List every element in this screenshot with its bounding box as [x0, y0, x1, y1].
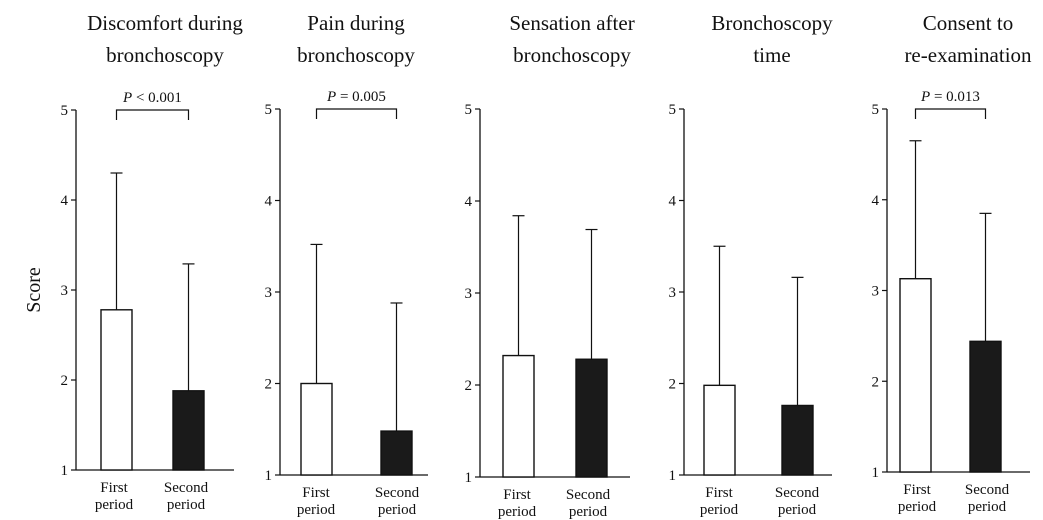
- panel-4-y-tick-label: 1: [669, 468, 677, 484]
- panel-4-category-label: First: [705, 485, 733, 501]
- panel-1-y-tick-label: 3: [61, 283, 69, 299]
- panel-1-bar-first-period: [100, 309, 133, 471]
- panel-4-bar-first-period: [703, 384, 736, 476]
- panel-2-title-line: bronchoscopy: [297, 43, 415, 67]
- panel-3-y-tick-label: 4: [465, 194, 473, 210]
- panel-1-category-label: period: [95, 497, 134, 513]
- panel-4-category-label: period: [700, 502, 739, 518]
- panel-5-category-label: First: [903, 482, 931, 498]
- panel-4-bar-second-period: [781, 404, 814, 476]
- panel-5-category-label: period: [968, 499, 1007, 515]
- panel-2-p-value: P = 0.005: [326, 89, 386, 105]
- panel-3-y-tick-label: 1: [465, 470, 473, 486]
- panel-2-category-label: period: [297, 502, 336, 518]
- panel-4-category-label: Second: [775, 485, 820, 501]
- panel-3-y-tick-label: 2: [465, 378, 473, 394]
- panel-3-category-label: period: [498, 504, 537, 520]
- panel-5-category-label: period: [898, 499, 937, 515]
- panel-5-y-tick-label: 2: [872, 374, 880, 390]
- panel-5-bar-second-period: [969, 340, 1002, 473]
- panel-4-title-line: time: [753, 43, 790, 67]
- panel-5-significance-bracket: [914, 108, 987, 119]
- panel-1-category-label: Second: [164, 480, 209, 496]
- panel-3-title-line: bronchoscopy: [513, 43, 631, 67]
- panel-2-category-label: Second: [375, 485, 420, 501]
- y-axis-label: Score: [23, 267, 45, 313]
- panel-2-y-tick-label: 2: [265, 377, 273, 393]
- panel-5-y-tick-label: 4: [872, 193, 880, 209]
- panel-2-category-label: First: [302, 485, 330, 501]
- panel-1-y-tick-label: 1: [61, 463, 69, 479]
- panel-1-y-tick-label: 5: [61, 103, 69, 119]
- panel-2-y-tick-label: 1: [265, 468, 273, 484]
- panel-1-significance-bracket: [115, 109, 190, 120]
- panel-2-significance-bracket: [315, 108, 398, 119]
- panel-1-bar-second-period: [172, 390, 205, 471]
- panel-1-p-value: P < 0.001: [122, 90, 182, 106]
- panel-5-bar-first-period: [899, 278, 932, 473]
- panel-1-title-line: bronchoscopy: [106, 43, 224, 67]
- panel-1-title-line: Discomfort during: [87, 11, 243, 35]
- panel-5-y-tick-label: 3: [872, 284, 880, 300]
- panel-2-y-tick-label: 3: [265, 285, 273, 301]
- panel-5-title-line: Consent to: [923, 11, 1013, 35]
- panel-3-bar-first-period: [502, 354, 535, 478]
- panel-1-y-tick-label: 4: [61, 193, 69, 209]
- panel-2-bar-second-period: [380, 430, 413, 476]
- panel-2-y-tick-label: 5: [265, 102, 273, 118]
- panel-3-category-label: Second: [566, 487, 611, 503]
- panel-4-y-tick-label: 4: [669, 194, 677, 210]
- panel-5-category-label: Second: [965, 482, 1010, 498]
- panel-3-y-tick-label: 5: [465, 102, 473, 118]
- panel-3-category-label: period: [569, 504, 608, 520]
- panel-3-title-line: Sensation after: [509, 11, 634, 35]
- panel-4-y-tick-label: 5: [669, 102, 677, 118]
- panel-5-y-tick-label: 1: [872, 465, 880, 481]
- panel-4-y-tick-label: 3: [669, 285, 677, 301]
- panel-3-y-tick-label: 3: [465, 286, 473, 302]
- panel-2-y-tick-label: 4: [265, 194, 273, 210]
- panel-5-title-line: re-examination: [904, 43, 1032, 67]
- panel-1-y-tick-label: 2: [61, 373, 69, 389]
- panel-5-y-tick-label: 5: [872, 102, 880, 118]
- panel-1-category-label: First: [100, 480, 128, 496]
- panel-4-y-tick-label: 2: [669, 377, 677, 393]
- panel-1-category-label: period: [167, 497, 206, 513]
- panel-4-title-line: Bronchoscopy: [711, 11, 833, 35]
- panel-3-bar-second-period: [575, 358, 608, 478]
- panel-5-p-value: P = 0.013: [920, 89, 980, 105]
- panel-2-category-label: period: [378, 502, 417, 518]
- panel-4-category-label: period: [778, 502, 817, 518]
- panel-2-title-line: Pain during: [307, 11, 405, 35]
- panel-3-category-label: First: [503, 487, 531, 503]
- panel-2-bar-first-period: [300, 382, 333, 476]
